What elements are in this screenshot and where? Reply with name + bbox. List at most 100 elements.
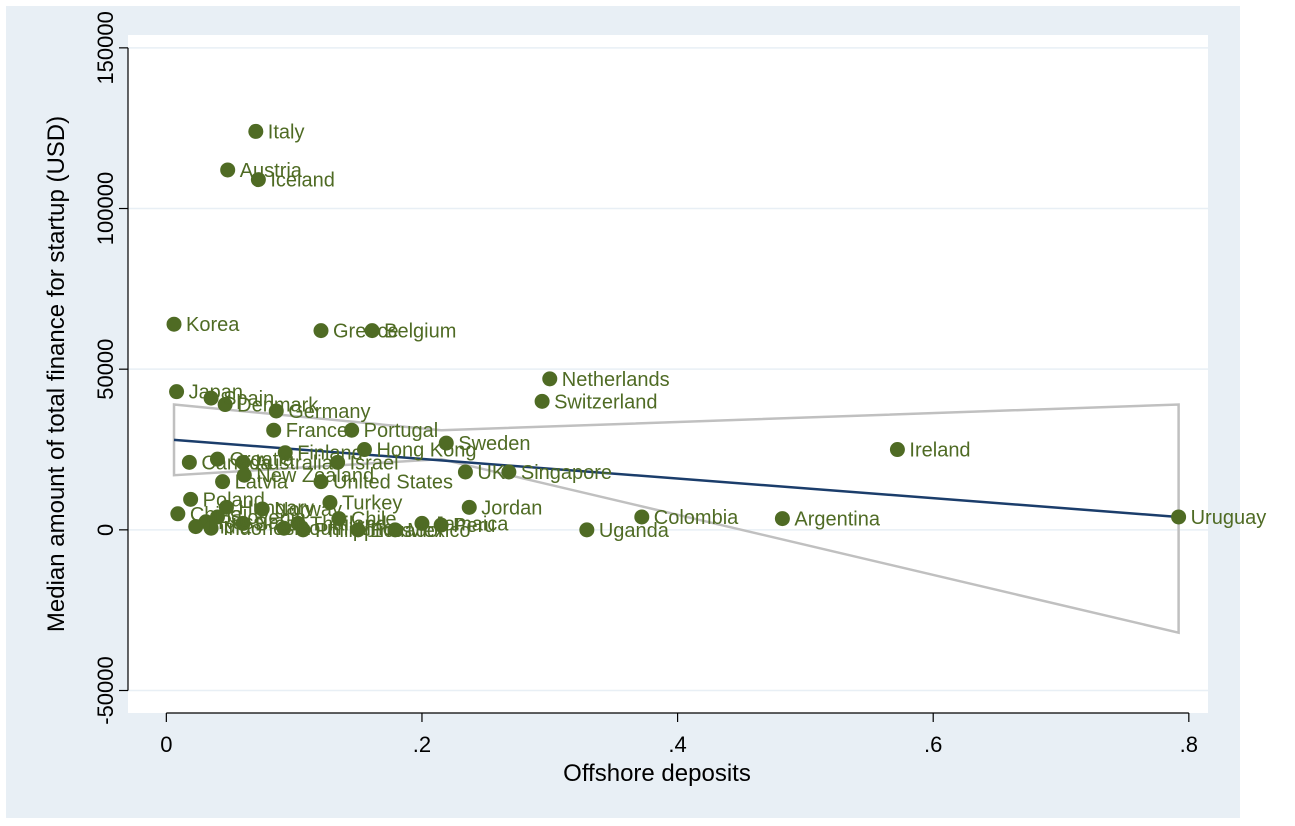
point-label: Austria: [240, 160, 303, 182]
y-tick-label: -50000: [93, 656, 118, 725]
point-label: Indonesia: [223, 518, 311, 540]
point-label: Australia: [255, 452, 334, 474]
point-label: Uganda: [599, 520, 670, 542]
point-label: Sweden: [458, 433, 530, 455]
data-point: [889, 442, 905, 458]
data-point: [542, 371, 558, 387]
y-tick-label: 0: [93, 524, 118, 536]
point-label: Brazil: [255, 513, 305, 535]
data-point: [169, 384, 185, 400]
point-label: India: [208, 517, 252, 539]
data-point: [313, 323, 329, 339]
point-label: Belgium: [384, 321, 456, 343]
point-label: Canada: [201, 452, 272, 474]
point-label: Colombia: [654, 507, 739, 529]
x-axis-title: Offshore deposits: [563, 760, 751, 787]
point-label: Greece: [333, 321, 399, 343]
point-label: Spain: [223, 388, 274, 410]
point-label: Peru: [453, 515, 495, 537]
point-label: Argentina: [794, 509, 880, 531]
point-label: Hungary: [238, 497, 314, 519]
point-label: Finland: [297, 443, 363, 465]
data-point: [250, 172, 266, 188]
point-label: Philippines: [315, 520, 412, 542]
point-label: Slovenia: [229, 507, 307, 529]
data-point: [166, 316, 182, 332]
point-label: Singapore: [521, 462, 612, 484]
point-label: Netherlands: [562, 369, 670, 391]
data-point: [235, 454, 251, 470]
data-point: [220, 162, 236, 178]
data-point: [209, 451, 225, 467]
data-point: [438, 435, 454, 451]
data-point: [501, 464, 517, 480]
point-label: Norway: [274, 499, 342, 521]
point-label: Japan: [189, 382, 244, 404]
point-label: Mexico: [407, 520, 470, 542]
data-point: [414, 515, 430, 531]
data-point: [344, 422, 360, 438]
point-label: Germany: [288, 401, 370, 423]
data-point: [356, 442, 372, 458]
point-label: Portugal: [364, 420, 439, 442]
y-tick-label: 100000: [93, 172, 118, 245]
point-label: Latvia: [235, 472, 289, 494]
point-label: Switzerland: [554, 391, 657, 413]
data-point: [387, 522, 403, 538]
data-point: [268, 403, 284, 419]
data-point: [188, 519, 204, 535]
data-point: [276, 520, 292, 536]
x-tick-label: .6: [924, 732, 942, 757]
point-label: Turkey: [342, 493, 402, 515]
point-label: France: [286, 420, 348, 442]
data-point: [457, 464, 473, 480]
data-point: [1171, 509, 1187, 525]
point-label: Denmark: [237, 395, 319, 417]
fit-line-group: [173, 438, 1179, 519]
data-point: [218, 499, 234, 515]
data-point: [248, 123, 264, 139]
point-label: Russia: [218, 512, 280, 534]
point-label: Croatia: [229, 449, 294, 471]
data-point: [266, 422, 282, 438]
data-point: [313, 474, 329, 490]
data-point: [170, 506, 186, 522]
data-point: [534, 393, 550, 409]
data-point: [215, 474, 231, 490]
data-point: [183, 491, 199, 507]
fit-line: [173, 438, 1179, 519]
x-tick-label: .4: [668, 732, 686, 757]
y-tick-label: 50000: [93, 339, 118, 400]
x-tick-label: .2: [413, 732, 431, 757]
point-label: Thailand: [310, 513, 387, 535]
data-point: [181, 454, 197, 470]
data-point: [774, 511, 790, 527]
point-label: Jordan: [481, 497, 542, 519]
data-point: [331, 511, 347, 527]
x-tick-label: 0: [160, 732, 172, 757]
data-point: [235, 515, 251, 531]
y-tick-label: 150000: [93, 11, 118, 84]
point-label: Chile: [351, 509, 397, 531]
point-label: Ecuador: [370, 520, 445, 542]
point-label: China: [190, 504, 243, 526]
axes: -50000 0 50000 100000 150000 0 .2 .4 .6 .8: [93, 11, 1198, 757]
data-points: [166, 123, 1187, 538]
point-label: United States: [333, 472, 453, 494]
data-point: [217, 397, 233, 413]
point-label: Ireland: [909, 440, 970, 462]
plot-area: [128, 35, 1208, 713]
point-label: Poland: [203, 489, 265, 511]
data-point: [236, 467, 252, 483]
data-point: [277, 445, 293, 461]
point-label: Jamaica: [434, 513, 509, 535]
point-label: Italy: [268, 121, 305, 143]
x-tick-label: .8: [1180, 732, 1198, 757]
data-point: [203, 390, 219, 406]
data-point: [579, 522, 595, 538]
data-point: [254, 501, 270, 517]
data-point: [433, 517, 449, 533]
point-label: Hong Kong: [376, 440, 476, 462]
